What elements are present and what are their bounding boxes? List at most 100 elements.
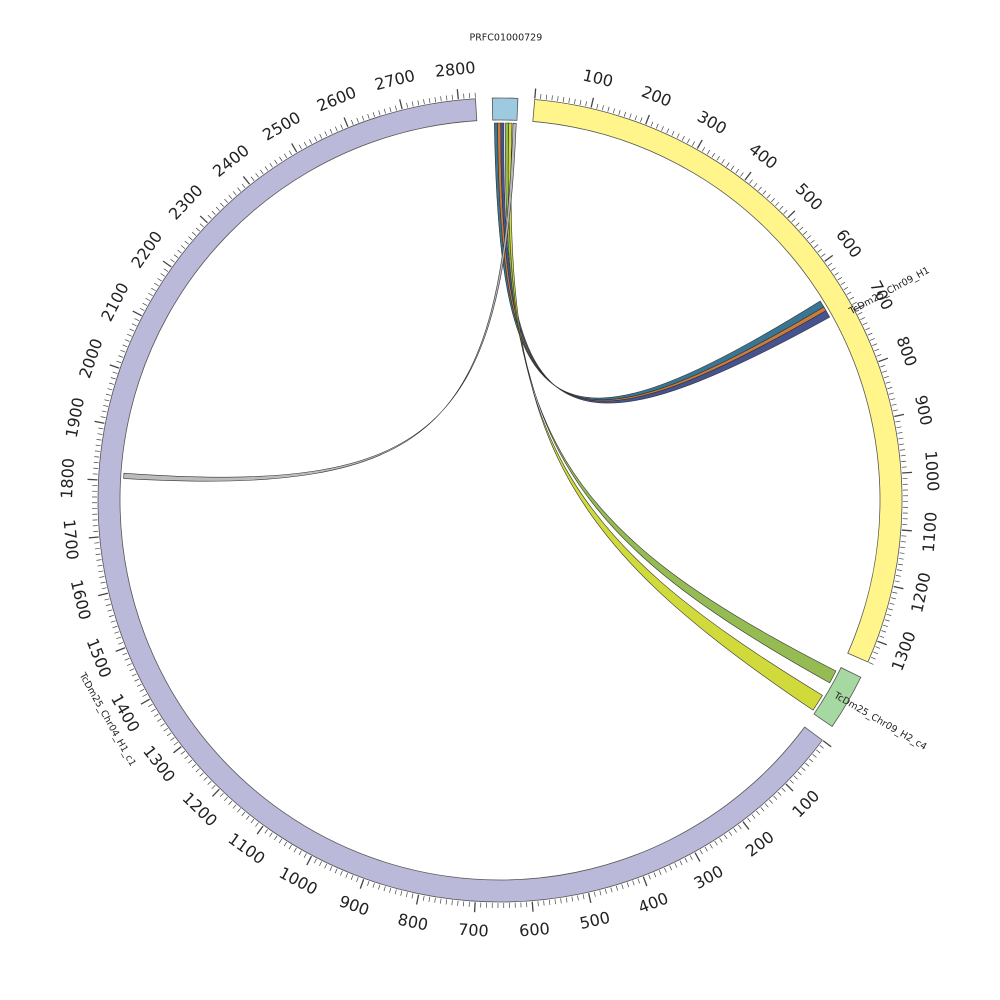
tick-mark [114,631,120,634]
tick-mark [313,858,317,864]
tick-mark [610,887,613,893]
tick-mark [661,126,664,131]
tick-mark [795,222,800,227]
tick-mark [283,841,288,847]
tick-mark [671,130,675,136]
tick-mark [142,302,148,306]
tick-mark [440,898,442,904]
tick-label: 2200 [127,227,166,271]
tick-mark [531,901,534,912]
tick-mark [543,900,545,906]
tick-label: 1700 [59,518,82,560]
tick-mark [335,126,338,132]
tick-mark [451,94,453,100]
tick-mark [95,553,101,555]
tick-mark [582,894,585,900]
tick-mark [742,821,750,830]
tick-mark [716,155,720,161]
tick-mark [773,795,778,800]
tick-mark [884,619,890,622]
chromosome-label-TcDm25_Chr09_H2_c4: TcDm25_Chr09_H2_c4 [831,690,929,753]
tick-mark [758,186,762,191]
tick-mark [898,558,904,560]
tick-mark [593,891,596,897]
tick-mark [361,115,365,121]
tick-label: 2700 [373,66,417,94]
tick-mark [207,214,212,219]
tick-mark [422,895,425,901]
tick-label: 1900 [62,396,88,440]
tick-label: 900 [911,393,936,427]
tick-mark [345,872,348,878]
tick-mark [689,855,693,860]
tick-mark [607,106,610,112]
tick-label: 700 [458,920,490,941]
chromosome-label-PRFC01000729: PRFC01000729 [469,33,542,44]
tick-mark [445,899,448,905]
tick-mark [87,478,98,481]
tick-mark [655,123,659,129]
tick-mark [122,652,128,656]
tick-mark [781,787,786,792]
tick-mark [163,268,169,272]
tick-mark [775,201,780,207]
tick-mark [815,749,821,754]
tick-mark [897,432,903,434]
tick-mark [545,94,548,100]
tick-mark [129,328,135,332]
tick-label: 1000 [921,450,943,492]
tick-mark [760,807,765,812]
tick-label: 2000 [75,336,106,381]
link-prfc-chr09h2-b [507,122,823,711]
tick-mark [434,897,436,903]
tick-mark [900,455,906,457]
tick-mark [590,97,595,108]
tick-mark [749,179,753,184]
tick-mark [883,375,889,379]
tick-mark [112,625,118,629]
tick-mark [166,732,172,737]
tick-mark [897,563,903,566]
tick-mark [791,218,796,223]
tick-mark [585,101,588,107]
tick-mark [793,775,798,780]
tick-mark [699,849,703,855]
tick-mark [288,844,292,850]
tick-mark [145,297,150,301]
tick-mark [103,404,109,407]
tick-mark [173,254,179,258]
tick-mark [116,360,122,364]
tick-mark [293,847,297,853]
tick-mark [170,737,175,741]
tick-mark [831,267,836,271]
tick-mark [109,382,115,385]
tick-label: 2300 [165,181,207,224]
tick-mark [423,99,425,105]
tick-mark [232,804,237,809]
tick-mark [140,698,150,705]
tick-mark [177,249,182,254]
tick-mark [812,754,817,758]
tick-mark [857,311,863,315]
tick-label: 1300 [888,629,920,674]
tick-mark [777,791,782,796]
tick-mark [237,187,241,192]
tick-mark [650,121,654,127]
tick-mark [568,97,570,103]
tick-mark [878,357,889,363]
tick-mark [274,159,278,165]
tick-mark [822,740,832,748]
tick-mark [724,834,728,840]
tick-mark [806,235,812,240]
tick-mark [94,450,100,452]
tick-mark [184,755,189,760]
tick-mark [94,456,100,458]
tick-mark [115,647,126,652]
tick-mark [601,105,604,111]
tick-mark [892,409,898,412]
tick-mark [162,260,172,268]
tick-mark [399,99,403,110]
tick-mark [867,332,873,336]
tick-label: 200 [639,82,674,111]
tick-mark [98,570,104,573]
